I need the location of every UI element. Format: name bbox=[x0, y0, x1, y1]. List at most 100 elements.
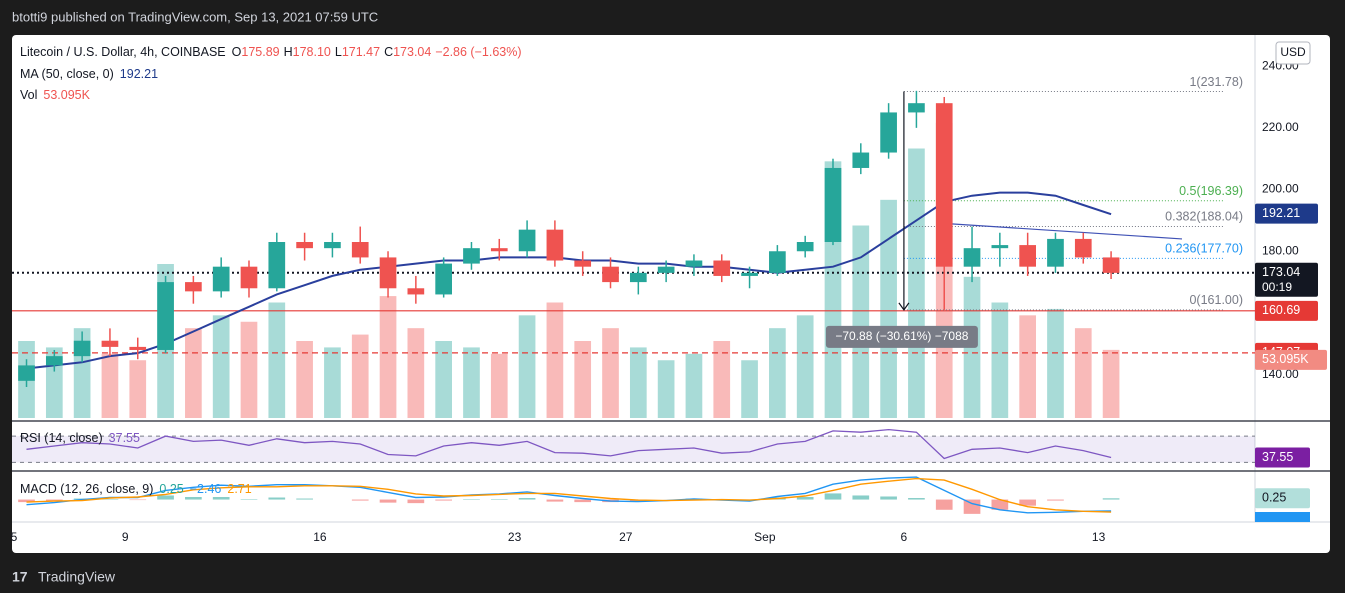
rsi-band-fill bbox=[12, 436, 1255, 463]
time-tick-label: 23 bbox=[508, 530, 522, 544]
signal-line bbox=[26, 477, 1112, 513]
macd-value: 0.25 bbox=[159, 482, 183, 496]
price-tick-label: 200.00 bbox=[1262, 182, 1299, 196]
macd-value: 2.71 bbox=[227, 482, 251, 496]
volume-bar bbox=[1074, 328, 1092, 418]
candle-body bbox=[713, 260, 731, 276]
ma-line bbox=[26, 191, 1112, 370]
volume-bar bbox=[574, 341, 592, 418]
candle-body bbox=[435, 263, 452, 295]
volume-badge-label: 53.095K bbox=[1262, 352, 1309, 366]
volume-bar bbox=[518, 315, 536, 418]
volume-bar bbox=[546, 302, 564, 418]
macd-hist bbox=[991, 499, 1009, 510]
candle-body bbox=[73, 340, 91, 357]
macd-hist bbox=[435, 499, 452, 501]
publisher: btotti9 published on TradingView.com, Se… bbox=[12, 9, 378, 24]
volume-bar bbox=[296, 341, 313, 418]
macd-hist bbox=[379, 499, 397, 503]
macd-hist bbox=[824, 493, 842, 500]
volume-bar bbox=[1047, 308, 1064, 418]
volume-bar bbox=[991, 302, 1009, 418]
volume-bar bbox=[713, 341, 731, 418]
candle-body bbox=[629, 272, 647, 283]
time-tick-label: 9 bbox=[122, 530, 129, 544]
macd-hist bbox=[351, 499, 369, 501]
candle-body bbox=[1047, 238, 1064, 267]
volume-bar bbox=[324, 347, 341, 418]
macd-hist bbox=[296, 498, 313, 500]
rsi-name: RSI (14, close) bbox=[20, 431, 103, 445]
volume-bar bbox=[101, 353, 119, 418]
volume-bar bbox=[908, 148, 925, 418]
volume-bar bbox=[407, 328, 425, 418]
brand: TradingView bbox=[38, 569, 116, 585]
fib-label: 0.236(177.70) bbox=[1165, 242, 1243, 256]
candle-body bbox=[45, 356, 63, 366]
candle-body bbox=[546, 229, 564, 261]
candle-body bbox=[769, 251, 786, 273]
ohlc-value: 171.47 bbox=[342, 45, 380, 59]
volume-bar bbox=[852, 225, 870, 418]
macd-hist bbox=[852, 495, 870, 500]
ohlc-key: L bbox=[335, 45, 342, 59]
volume-bar bbox=[240, 321, 258, 418]
macd-hist bbox=[518, 498, 536, 500]
legend-ma: MA (50, close, 0) 192.21 bbox=[20, 67, 158, 81]
time-tick-label: 27 bbox=[619, 530, 633, 544]
volume-bar bbox=[796, 315, 814, 418]
volume-bar bbox=[602, 328, 619, 418]
ma-name: MA (50, close, 0) bbox=[20, 67, 114, 81]
legend-vol: Vol 53.095K bbox=[20, 88, 91, 102]
volume-bar bbox=[769, 328, 786, 418]
candle-body bbox=[991, 245, 1009, 249]
candle-body bbox=[490, 248, 508, 252]
price-badge bbox=[1255, 300, 1318, 321]
macd-hist bbox=[546, 499, 564, 502]
volume-bar bbox=[379, 296, 397, 418]
ohlc-key: O bbox=[232, 45, 242, 59]
macd-hist bbox=[45, 499, 63, 502]
macd-hist bbox=[796, 497, 814, 500]
macd-hist bbox=[1102, 498, 1120, 500]
candle-body bbox=[1074, 238, 1092, 258]
volume-bar bbox=[212, 315, 230, 418]
candle-body bbox=[602, 266, 619, 283]
vol-name: Vol bbox=[20, 88, 37, 102]
volume-badge bbox=[1255, 349, 1327, 370]
price-tick-label: 180.00 bbox=[1262, 243, 1299, 257]
candle-body bbox=[296, 241, 313, 249]
currency-box[interactable] bbox=[1275, 41, 1311, 65]
macd-hist bbox=[908, 498, 925, 500]
candle-body bbox=[852, 152, 870, 168]
measure-box bbox=[825, 325, 978, 348]
fib-label: 0.382(188.04) bbox=[1165, 210, 1243, 224]
candle-body bbox=[574, 260, 592, 267]
candle-body bbox=[407, 288, 425, 295]
candle-body bbox=[240, 266, 258, 289]
measure-arrowhead bbox=[898, 302, 910, 311]
macd-hist bbox=[240, 499, 258, 500]
time-tick-label: 16 bbox=[313, 530, 327, 544]
price-badge-label: 173.04 bbox=[1262, 265, 1300, 279]
macd-hist bbox=[157, 495, 174, 500]
time-tick-label: Sep bbox=[754, 530, 776, 544]
price-badge bbox=[1255, 203, 1318, 224]
candle-body bbox=[185, 282, 202, 292]
macd-badge-label: 0.25 bbox=[1262, 491, 1286, 505]
price-tick-label: 140.00 bbox=[1262, 367, 1299, 381]
fib-label: 1(231.78) bbox=[1189, 75, 1243, 89]
price-badge bbox=[1255, 262, 1318, 297]
legend-symbol: Litecoin / U.S. Dollar, 4h, COINBASE O175… bbox=[20, 45, 522, 59]
macd-name: MACD (12, 26, close, 9) bbox=[20, 482, 153, 496]
candle-body bbox=[796, 241, 814, 252]
volume-bar bbox=[129, 360, 147, 418]
brand-logo: 17 bbox=[12, 569, 28, 585]
candle-body bbox=[18, 365, 35, 381]
symbol: Litecoin / U.S. Dollar, 4h, COINBASE bbox=[20, 45, 226, 59]
macd-hist bbox=[880, 496, 897, 500]
macd-hist bbox=[935, 499, 953, 510]
macd-hist bbox=[1019, 499, 1036, 506]
